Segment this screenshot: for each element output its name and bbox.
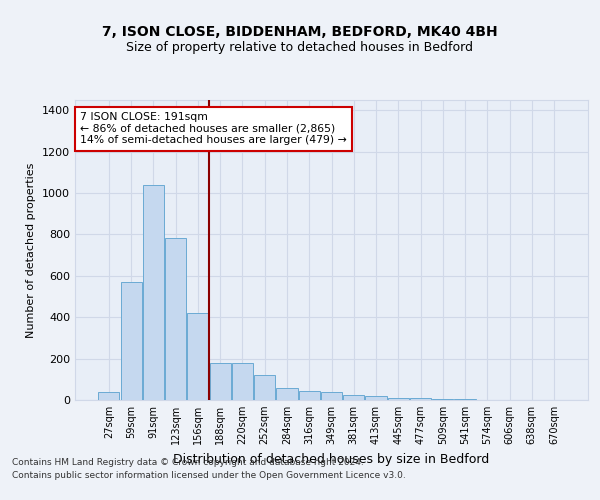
Bar — [254, 375, 275, 400]
Bar — [299, 390, 320, 400]
Bar — [232, 363, 253, 400]
X-axis label: Distribution of detached houses by size in Bedford: Distribution of detached houses by size … — [173, 452, 490, 466]
Bar — [365, 396, 386, 400]
Y-axis label: Number of detached properties: Number of detached properties — [26, 162, 37, 338]
Text: Size of property relative to detached houses in Bedford: Size of property relative to detached ho… — [127, 41, 473, 54]
Text: Contains public sector information licensed under the Open Government Licence v3: Contains public sector information licen… — [12, 472, 406, 480]
Bar — [410, 398, 431, 400]
Text: Contains HM Land Registry data © Crown copyright and database right 2024.: Contains HM Land Registry data © Crown c… — [12, 458, 364, 467]
Bar — [209, 363, 231, 400]
Bar — [277, 388, 298, 400]
Bar — [343, 395, 364, 400]
Bar — [321, 392, 342, 400]
Bar — [165, 238, 186, 400]
Bar — [432, 399, 454, 400]
Bar — [121, 282, 142, 400]
Bar — [187, 313, 209, 400]
Text: 7 ISON CLOSE: 191sqm
← 86% of detached houses are smaller (2,865)
14% of semi-de: 7 ISON CLOSE: 191sqm ← 86% of detached h… — [80, 112, 347, 145]
Bar — [143, 185, 164, 400]
Bar — [388, 398, 409, 400]
Text: 7, ISON CLOSE, BIDDENHAM, BEDFORD, MK40 4BH: 7, ISON CLOSE, BIDDENHAM, BEDFORD, MK40 … — [102, 26, 498, 40]
Bar — [98, 392, 119, 400]
